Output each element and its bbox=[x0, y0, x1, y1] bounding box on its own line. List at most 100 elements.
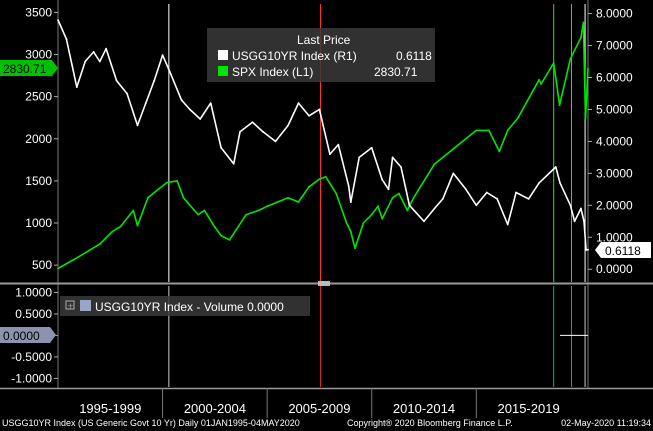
series-point-usgg10yr-index bbox=[180, 99, 183, 101]
x-axis: 1995-1999 2000-2004 2005-2009 2010-2014 2015… bbox=[79, 388, 560, 418]
volume-vertical-lines bbox=[168, 286, 586, 387]
series-point-usgg10yr-index bbox=[349, 201, 352, 204]
series-point-usgg10yr-index bbox=[92, 51, 95, 53]
legend-label-spx: SPX Index (L1) bbox=[232, 65, 313, 79]
volume-legend-box bbox=[60, 296, 310, 316]
series-point-usgg10yr-index bbox=[441, 198, 444, 200]
right-tick-label: 1.0000 bbox=[596, 230, 633, 244]
series-point-usgg10yr-index bbox=[527, 198, 530, 200]
x-axis-label: 2000-2004 bbox=[184, 401, 246, 416]
volume-last-value: 0.0000 bbox=[3, 329, 40, 343]
series-point-spx-index bbox=[349, 230, 352, 233]
right-tick-label: 0.0000 bbox=[596, 262, 633, 276]
left-last-price-value: 2830.71 bbox=[3, 62, 47, 76]
series-point-usgg10yr-index bbox=[170, 73, 172, 76]
series-point-usgg10yr-index bbox=[329, 153, 331, 156]
volume-legend-label: USGG10YR Index - Volume 0.0000 bbox=[95, 300, 284, 314]
series-point-spx-index bbox=[228, 239, 231, 241]
series-point-spx-index bbox=[391, 196, 394, 199]
series-point-usgg10yr-index bbox=[153, 79, 156, 82]
series-point-spx-index bbox=[354, 247, 356, 250]
right-tick-label: 7.0000 bbox=[596, 39, 633, 53]
series-point-spx-index bbox=[214, 226, 216, 229]
series-point-usgg10yr-index bbox=[239, 130, 241, 133]
series-point-usgg10yr-index bbox=[423, 220, 425, 223]
expand-toggle-icon[interactable] bbox=[65, 300, 75, 310]
series-point-spx-index bbox=[498, 150, 501, 153]
series-point-spx-index bbox=[412, 196, 415, 199]
right-last-price-value: 0.6118 bbox=[605, 244, 641, 258]
series-point-usgg10yr-index bbox=[506, 223, 509, 226]
legend-swatch-spx bbox=[218, 66, 228, 76]
volume-legend-swatch bbox=[80, 300, 91, 311]
x-axis-label: 2015-2019 bbox=[498, 401, 560, 416]
right-tick-label: 8.0000 bbox=[596, 7, 633, 21]
series-point-spx-index bbox=[335, 192, 338, 195]
series-point-spx-index bbox=[381, 217, 384, 220]
right-tick-label: 6.0000 bbox=[596, 70, 633, 84]
series-point-usgg10yr-index bbox=[65, 38, 68, 40]
series-point-spx-index bbox=[136, 224, 139, 227]
series-point-usgg10yr-index bbox=[75, 86, 78, 88]
volume-last-value-tag: 0.0000 bbox=[0, 327, 56, 343]
series-point-spx-index bbox=[584, 117, 587, 120]
series-point-usgg10yr-index bbox=[318, 108, 321, 111]
series-point-spx-index bbox=[203, 209, 206, 212]
series-point-spx-index bbox=[324, 175, 327, 178]
series-point-spx-index bbox=[165, 181, 168, 184]
series-point-usgg10yr-index bbox=[274, 140, 277, 143]
series-point-usgg10yr-index bbox=[188, 108, 191, 111]
series-point-usgg10yr-index bbox=[358, 156, 361, 159]
panel-resize-handle[interactable] bbox=[318, 281, 330, 286]
series-point-spx-index bbox=[132, 209, 135, 212]
series-point-usgg10yr-index bbox=[199, 118, 202, 120]
series-point-spx-index bbox=[538, 78, 540, 81]
price-panel: 3500 3000 2500 2000 1500 1000 500 8.0000 7.0000… bbox=[0, 0, 651, 388]
series-point-spx-index bbox=[454, 146, 457, 149]
series-point-usgg10yr-index bbox=[57, 19, 59, 21]
series-point-spx-index bbox=[475, 129, 478, 132]
x-axis-label: 2010-2014 bbox=[393, 401, 455, 416]
legend: Last Price USGG10YR Index (R1) 0.6118 SP… bbox=[207, 28, 435, 82]
series-point-usgg10yr-index bbox=[554, 166, 557, 168]
right-last-price-tag: 0.6118 bbox=[595, 242, 651, 258]
series-point-spx-index bbox=[433, 163, 436, 166]
left-tick-label: 1500 bbox=[25, 174, 52, 188]
series-point-spx-index bbox=[119, 225, 122, 228]
series-point-usgg10yr-index bbox=[161, 54, 164, 56]
left-tick-label: 3000 bbox=[25, 48, 52, 62]
series-point-usgg10yr-index bbox=[262, 130, 264, 133]
series-point-spx-index bbox=[569, 57, 572, 60]
series-point-spx-index bbox=[318, 178, 321, 181]
series-point-usgg10yr-index bbox=[538, 182, 540, 184]
series-point-usgg10yr-index bbox=[381, 178, 384, 181]
series-point-usgg10yr-index bbox=[475, 204, 478, 207]
volume-tick-label: 1.0000 bbox=[15, 285, 52, 299]
series-point-usgg10yr-index bbox=[583, 220, 585, 223]
series-point-spx-index bbox=[266, 205, 269, 208]
series-point-spx-index bbox=[111, 230, 114, 233]
expand-toggle-glyph: + bbox=[67, 302, 74, 311]
series-point-spx-index bbox=[182, 196, 185, 199]
series-point-spx-index bbox=[197, 213, 200, 216]
right-tick-label: 2.0000 bbox=[596, 198, 633, 212]
x-axis-label: 2005-2009 bbox=[288, 401, 350, 416]
series-point-spx-index bbox=[558, 104, 561, 106]
series-point-usgg10yr-index bbox=[465, 188, 467, 191]
x-axis-label: 1995-1999 bbox=[79, 401, 141, 416]
legend-label-usgg10yr: USGG10YR Index (R1) bbox=[232, 49, 357, 63]
series-point-spx-index bbox=[540, 83, 542, 85]
footer-timestamp: 02-May-2020 11:19:34 bbox=[561, 418, 651, 428]
series-point-usgg10yr-index bbox=[136, 124, 139, 127]
series-point-spx-index bbox=[406, 209, 409, 212]
series-point-usgg10yr-index bbox=[391, 156, 394, 159]
legend-value-spx: 2830.71 bbox=[374, 65, 418, 79]
series-point-spx-index bbox=[308, 185, 310, 188]
series-point-usgg10yr-index bbox=[433, 207, 436, 210]
series-point-spx-index bbox=[147, 196, 149, 199]
volume-panel: 1.0000 0.5000 0.0000 -0.5000 -1.0000 + USGG1… bbox=[0, 285, 588, 387]
series-point-usgg10yr-index bbox=[485, 191, 488, 194]
legend-title: Last Price bbox=[297, 33, 351, 47]
series-point-usgg10yr-index bbox=[251, 121, 254, 124]
